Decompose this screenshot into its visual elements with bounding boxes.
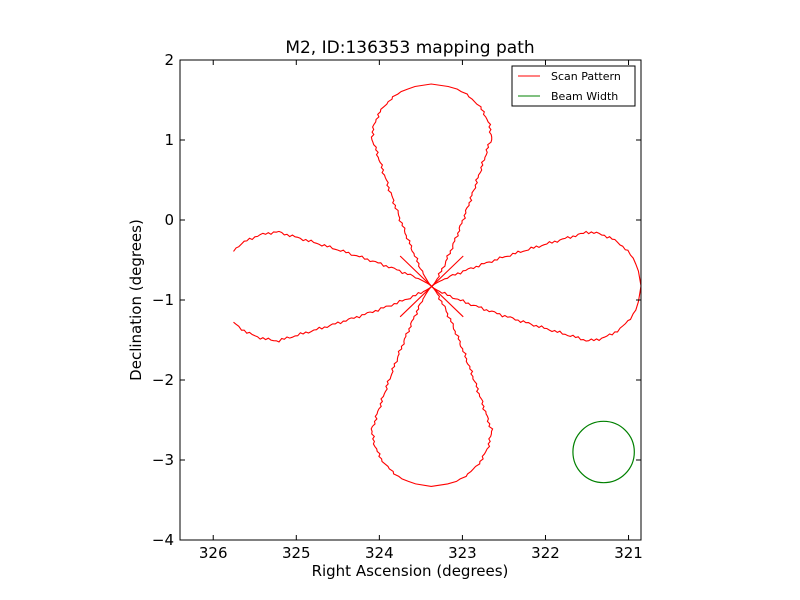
y-axis-label: Declination (degrees) bbox=[127, 219, 145, 381]
y-tick-label: −4 bbox=[152, 531, 174, 549]
scan-pattern-petal-down bbox=[370, 286, 494, 487]
scan-pattern-petal-left-part0 bbox=[233, 230, 433, 287]
x-tick-label: 326 bbox=[199, 544, 228, 562]
scan-pattern-crossing-1 bbox=[399, 255, 464, 318]
y-tick-label: 0 bbox=[164, 211, 174, 229]
x-tick-label: 321 bbox=[614, 544, 643, 562]
scan-pattern-petal-left-part1 bbox=[233, 285, 433, 343]
x-tick-label: 322 bbox=[531, 544, 560, 562]
x-tick-label: 324 bbox=[365, 544, 394, 562]
chart-title: M2, ID:136353 mapping path bbox=[285, 38, 534, 58]
y-tick-label: 1 bbox=[164, 131, 174, 149]
series-layer bbox=[233, 83, 642, 487]
ticks-layer: 326 325 324 323 322 321 2 1 0 −1 −2 −3 −4 bbox=[152, 51, 643, 562]
y-tick-label: −2 bbox=[152, 371, 174, 389]
x-tick-label: 323 bbox=[448, 544, 477, 562]
legend: Scan Pattern Beam Width bbox=[511, 65, 636, 107]
x-tick-label: 325 bbox=[282, 544, 311, 562]
y-tick-label: −1 bbox=[152, 291, 174, 309]
x-axis-label: Right Ascension (degrees) bbox=[312, 562, 509, 580]
scan-pattern-petal-up bbox=[370, 83, 493, 287]
beam-width-circle bbox=[572, 420, 635, 484]
legend-label-scan-pattern: Scan Pattern bbox=[551, 70, 621, 83]
legend-label-beam-width: Beam Width bbox=[551, 90, 618, 103]
y-tick-label: −3 bbox=[152, 451, 174, 469]
plot-area: 326 325 324 323 322 321 2 1 0 −1 −2 −3 −4 bbox=[152, 51, 643, 562]
y-tick-label: 2 bbox=[164, 51, 174, 69]
legend-box bbox=[511, 65, 636, 107]
